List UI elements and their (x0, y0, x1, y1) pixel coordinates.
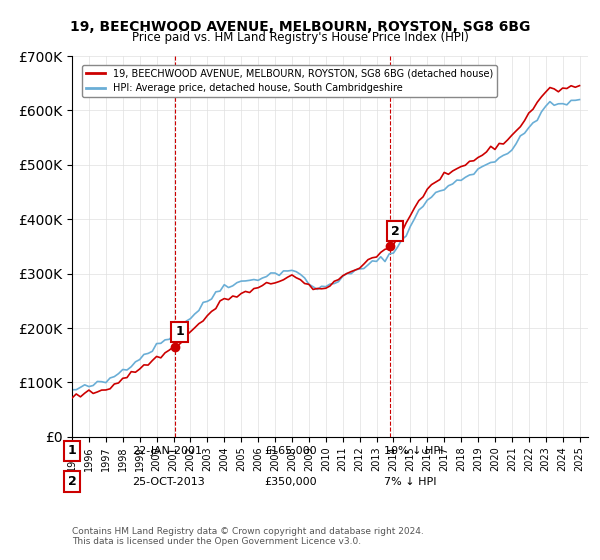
Text: Contains HM Land Registry data © Crown copyright and database right 2024.
This d: Contains HM Land Registry data © Crown c… (72, 526, 424, 546)
Text: 10% ↓ HPI: 10% ↓ HPI (384, 446, 443, 456)
Text: £350,000: £350,000 (264, 477, 317, 487)
Legend: 19, BEECHWOOD AVENUE, MELBOURN, ROYSTON, SG8 6BG (detached house), HPI: Average : 19, BEECHWOOD AVENUE, MELBOURN, ROYSTON,… (82, 64, 497, 97)
Text: £165,000: £165,000 (264, 446, 317, 456)
Text: 7% ↓ HPI: 7% ↓ HPI (384, 477, 437, 487)
Text: 2: 2 (391, 225, 400, 237)
Text: 19, BEECHWOOD AVENUE, MELBOURN, ROYSTON, SG8 6BG: 19, BEECHWOOD AVENUE, MELBOURN, ROYSTON,… (70, 20, 530, 34)
Text: Price paid vs. HM Land Registry's House Price Index (HPI): Price paid vs. HM Land Registry's House … (131, 31, 469, 44)
Text: 1: 1 (68, 444, 76, 458)
Text: 2: 2 (68, 475, 76, 488)
Text: 22-JAN-2001: 22-JAN-2001 (132, 446, 202, 456)
Text: 25-OCT-2013: 25-OCT-2013 (132, 477, 205, 487)
Text: 1: 1 (175, 325, 184, 338)
